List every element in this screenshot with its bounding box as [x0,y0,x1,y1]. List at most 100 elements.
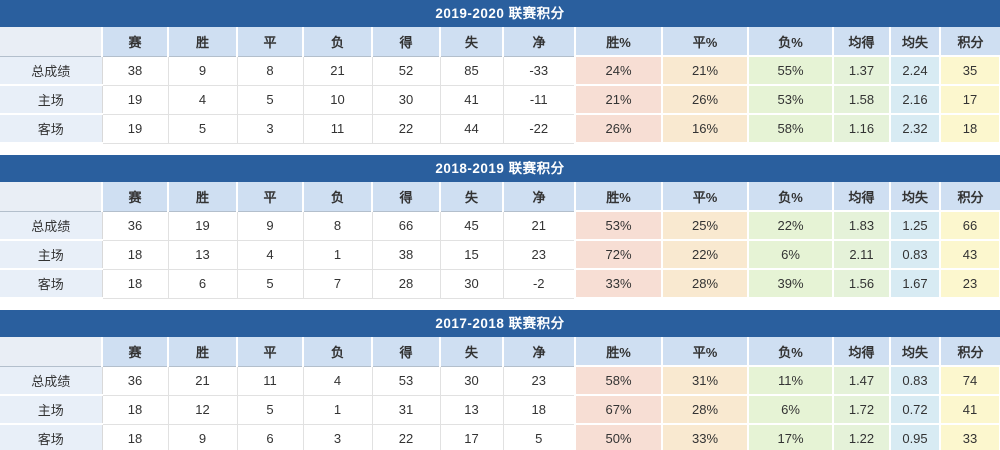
column-header: 净 [502,27,575,57]
stat-cell: 3 [236,113,304,144]
stat-cell: 66 [371,210,441,241]
season-title-bar: 2019-2020 联赛积分 [0,0,1000,27]
stat-cell: 6 [167,268,238,299]
stat-cell: 30 [371,84,441,115]
stat-cell: 19 [101,113,169,144]
column-header: 赛 [101,27,168,57]
stat-cell: 38 [101,55,169,86]
stat-cell: 1.67 [889,268,941,299]
column-header-row: 赛胜平负得失净胜% 平% 负% 均得 均失 积分 [0,182,1000,212]
table-row: 主场 18 12 5 1 31 13 18 67% 28% 6% 1.72 0.72 41 [0,394,1000,425]
stat-cell: -2 [502,268,576,299]
column-header-row: 赛胜平负得失净胜% 平% 负% 均得 均失 积分 [0,337,1000,367]
stat-cell: 74 [939,365,1000,396]
stat-cell: 58% [574,365,663,396]
stat-cell: 0.83 [889,365,941,396]
corner-header-cell [0,182,102,212]
season-table-block: 2018-2019 联赛积分 赛胜平负得失净胜% 平% 负% 均得 均失 积分 总成绩 36… [0,155,1000,299]
corner-header-cell [0,27,102,57]
column-header: 失 [439,182,503,212]
stat-cell: 2.11 [832,239,891,270]
stat-cell: 31 [371,394,441,425]
stat-cell: 28 [371,268,441,299]
table-row: 客场 18 6 5 7 28 30 -2 33% 28% 39% 1.56 1.67 23 [0,268,1000,299]
stat-cell: 23 [502,365,576,396]
stat-cell: -11 [502,84,576,115]
stat-cell: 21 [302,55,373,86]
stat-cell: 23 [502,239,576,270]
column-header: 胜 [167,337,237,367]
stat-cell: 1.25 [889,210,941,241]
stat-cell: 85 [439,55,504,86]
league-points-table: 赛胜平负得失净胜% 平% 负% 均得 均失 积分 总成绩 36 21 11 4 53 30 23 58% 3… [0,337,1000,450]
row-label: 总成绩 [0,56,103,86]
stat-cell: 5 [236,268,304,299]
season-title: 2019-2020 联赛积分 [435,6,565,21]
stat-cell: 17 [939,84,1000,115]
stat-cell: 31% [661,365,749,396]
stat-cell: 22% [661,239,749,270]
stat-cell: 2.24 [889,55,941,86]
stat-cell: 1.72 [832,394,891,425]
stat-cell: 1 [302,239,373,270]
column-header: 胜% [574,337,662,367]
column-header: 积分 [939,27,1000,57]
stat-cell: 24% [574,55,663,86]
stat-cell: 10 [302,84,373,115]
stat-cell: 5 [236,84,304,115]
column-header: 平% [661,337,748,367]
column-header: 均失 [889,182,940,212]
stat-cell: 1.58 [832,84,891,115]
column-header: 均失 [889,337,940,367]
stat-cell: 36 [101,365,169,396]
table-row: 客场 19 5 3 11 22 44 -22 26% 16% 58% 1.16 2.32 18 [0,113,1000,144]
table-row: 总成绩 36 21 11 4 53 30 23 58% 31% 11% 1.47 0.83 74 [0,365,1000,396]
stat-cell: 0.83 [889,239,941,270]
stat-cell: 5 [236,394,304,425]
stat-cell: 26% [574,113,663,144]
stat-cell: 45 [439,210,504,241]
column-header: 负 [302,27,372,57]
stat-cell: 0.95 [889,423,941,450]
table-body: 总成绩 36 21 11 4 53 30 23 58% 31% 11% 1.47 0.83 74 主场 18 1… [0,365,1000,450]
stat-cell: 11 [302,113,373,144]
stat-cell: 5 [502,423,576,450]
stat-cell: 1 [302,394,373,425]
stat-cell: 1.83 [832,210,891,241]
stat-cell: 33 [939,423,1000,450]
column-header: 负% [747,27,833,57]
column-header: 胜% [574,182,662,212]
column-header: 平 [236,337,303,367]
column-header: 均得 [832,337,890,367]
stat-cell: 38 [371,239,441,270]
stat-cell: 28% [661,394,749,425]
row-label: 客场 [0,114,103,144]
stat-cell: 0.72 [889,394,941,425]
stat-cell: 21 [502,210,576,241]
stat-cell: 6 [236,423,304,450]
column-header: 负 [302,182,372,212]
row-label: 主场 [0,395,103,425]
table-row: 总成绩 36 19 9 8 66 45 21 53% 25% 22% 1.83 1.25 66 [0,210,1000,241]
stat-cell: 19 [101,84,169,115]
stat-cell: 33% [574,268,663,299]
column-header: 平 [236,182,303,212]
stat-cell: 25% [661,210,749,241]
season-table-block: 2017-2018 联赛积分 赛胜平负得失净胜% 平% 负% 均得 均失 积分 总成绩 36… [0,310,1000,450]
column-header: 得 [371,337,440,367]
stat-cell: 23 [939,268,1000,299]
table-body: 总成绩 36 19 9 8 66 45 21 53% 25% 22% 1.83 1.25 66 主场 18 13… [0,210,1000,299]
stat-cell: 9 [167,423,238,450]
stat-cell: 66 [939,210,1000,241]
stat-cell: 2.32 [889,113,941,144]
season-title: 2018-2019 联赛积分 [435,161,565,176]
stat-cell: 18 [101,423,169,450]
stat-cell: 2.16 [889,84,941,115]
stat-cell: 18 [939,113,1000,144]
stat-cell: 1.47 [832,365,891,396]
stat-cell: 18 [101,239,169,270]
stat-cell: 53% [574,210,663,241]
season-title-bar: 2017-2018 联赛积分 [0,310,1000,337]
row-label: 总成绩 [0,211,103,241]
